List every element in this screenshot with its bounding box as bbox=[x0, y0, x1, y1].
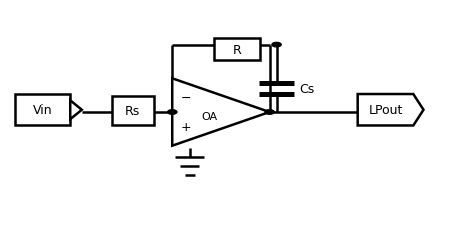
Text: Cs: Cs bbox=[299, 83, 314, 95]
Text: R: R bbox=[233, 43, 241, 56]
FancyBboxPatch shape bbox=[14, 94, 70, 126]
Polygon shape bbox=[70, 101, 82, 120]
Text: Vin: Vin bbox=[33, 104, 52, 117]
Polygon shape bbox=[172, 79, 270, 146]
FancyBboxPatch shape bbox=[112, 97, 154, 126]
Circle shape bbox=[265, 110, 274, 115]
Text: +: + bbox=[180, 120, 191, 133]
Text: LPout: LPout bbox=[368, 104, 403, 117]
Text: −: − bbox=[180, 92, 191, 105]
Text: Rs: Rs bbox=[125, 105, 140, 118]
Text: OA: OA bbox=[201, 112, 217, 122]
Polygon shape bbox=[358, 94, 424, 126]
FancyBboxPatch shape bbox=[214, 39, 260, 61]
Circle shape bbox=[167, 110, 177, 115]
Circle shape bbox=[272, 43, 281, 48]
